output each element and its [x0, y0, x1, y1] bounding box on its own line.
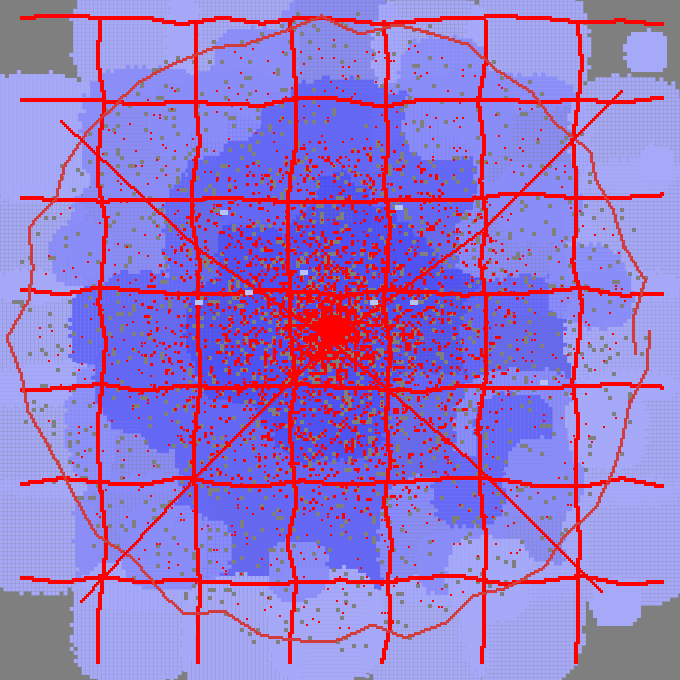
city-simulation-map	[0, 0, 680, 680]
